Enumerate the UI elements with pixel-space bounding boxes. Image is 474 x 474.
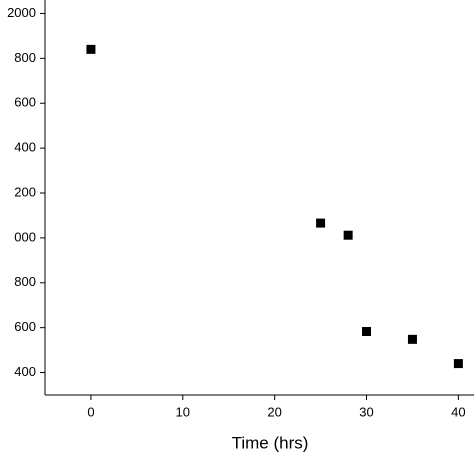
x-tick-label: 10 [176,404,190,419]
point [407,334,417,344]
x-tick-label: 30 [359,404,373,419]
y-tick-label: 600 [14,95,36,110]
x-tick-label: 0 [87,404,94,419]
x-tick-label: 40 [451,404,465,419]
x-axis-label: Time (hrs) [232,433,309,452]
x-tick-label: 20 [267,404,281,419]
y-tick-label: 800 [14,50,36,65]
point [362,326,372,336]
y-tick-label: 400 [14,364,36,379]
y-tick-label: 200 [14,184,36,199]
y-tick-label: 400 [14,140,36,155]
point [343,230,353,240]
y-tick-label: 000 [14,229,36,244]
y-tick-label: 2000 [7,5,36,20]
y-tick-label: 600 [14,319,36,334]
y-tick-label: 800 [14,274,36,289]
point [453,359,463,369]
point [86,44,96,54]
point [316,218,326,228]
